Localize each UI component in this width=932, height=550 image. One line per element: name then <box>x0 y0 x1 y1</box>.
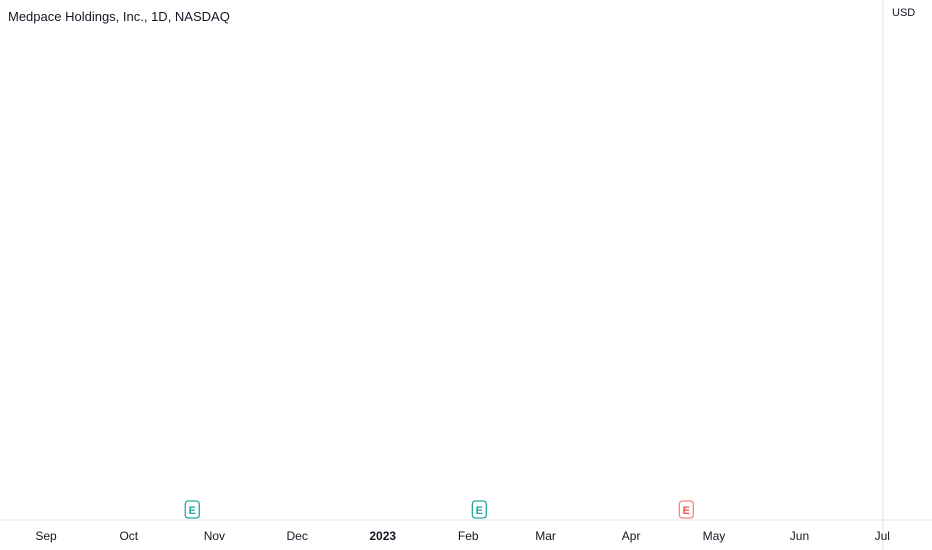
earnings-icon[interactable] <box>678 500 694 519</box>
earnings-icon[interactable] <box>471 500 487 519</box>
x-tick-label: Apr <box>622 529 641 543</box>
currency-label: USD <box>892 7 916 19</box>
x-tick-label: 2023 <box>369 529 396 543</box>
chart-title: Medpace Holdings, Inc., 1D, NASDAQ <box>8 9 230 24</box>
x-tick-label: Jun <box>790 529 809 543</box>
earnings-label: E <box>476 505 483 517</box>
x-tick-label: Nov <box>204 529 225 543</box>
x-tick-label: Mar <box>535 529 556 543</box>
x-tick-label: Feb <box>458 529 479 543</box>
x-tick-label: Oct <box>119 529 138 543</box>
x-tick-label: May <box>703 529 726 543</box>
earnings-label: E <box>189 505 196 517</box>
x-tick-label: Dec <box>286 529 307 543</box>
earnings-icon[interactable] <box>184 500 200 519</box>
x-tick-label: Sep <box>35 529 57 543</box>
earnings-label: E <box>683 505 690 517</box>
x-tick-label: Jul <box>875 529 890 543</box>
